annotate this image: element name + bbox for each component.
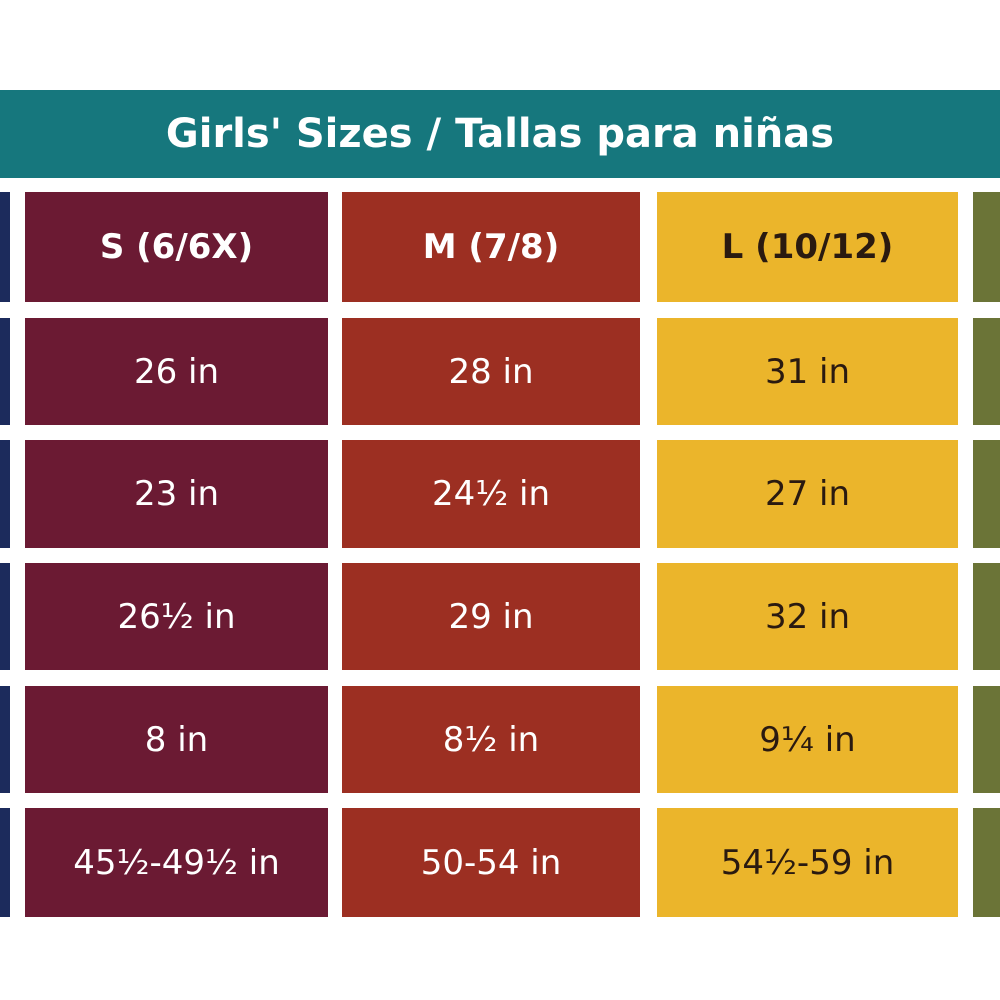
edge-cell bbox=[0, 563, 10, 670]
table-cell: 27 in bbox=[657, 440, 958, 548]
table-cell: 8½ in bbox=[342, 686, 640, 793]
table-cell: 50-54 in bbox=[342, 808, 640, 917]
edge-cell bbox=[973, 318, 1000, 425]
table-cell: 29 in bbox=[342, 563, 640, 670]
edge-cell bbox=[0, 808, 10, 917]
edge-cell bbox=[973, 808, 1000, 917]
edge-cell bbox=[0, 318, 10, 425]
table-cell: 9¼ in bbox=[657, 686, 958, 793]
edge-cell bbox=[0, 686, 10, 793]
title: Girls' Sizes / Tallas para niñas bbox=[165, 111, 835, 157]
column-header: S (6/6X) bbox=[25, 192, 328, 302]
table-cell: 45½-49½ in bbox=[25, 808, 328, 917]
column-header: M (7/8) bbox=[342, 192, 640, 302]
title-bar bbox=[0, 90, 1000, 178]
edge-cell bbox=[0, 192, 10, 302]
table-cell: 24½ in bbox=[342, 440, 640, 548]
edge-cell bbox=[973, 192, 1000, 302]
table-cell: 31 in bbox=[657, 318, 958, 425]
edge-cell bbox=[0, 440, 10, 548]
edge-cell bbox=[973, 563, 1000, 670]
table-cell: 26 in bbox=[25, 318, 328, 425]
table-cell: 23 in bbox=[25, 440, 328, 548]
table-cell: 32 in bbox=[657, 563, 958, 670]
edge-cell bbox=[973, 686, 1000, 793]
table-cell: 8 in bbox=[25, 686, 328, 793]
edge-cell bbox=[973, 440, 1000, 548]
table-cell: 26½ in bbox=[25, 563, 328, 670]
table-cell: 28 in bbox=[342, 318, 640, 425]
table-cell: 54½-59 in bbox=[657, 808, 958, 917]
column-header: L (10/12) bbox=[657, 192, 958, 302]
